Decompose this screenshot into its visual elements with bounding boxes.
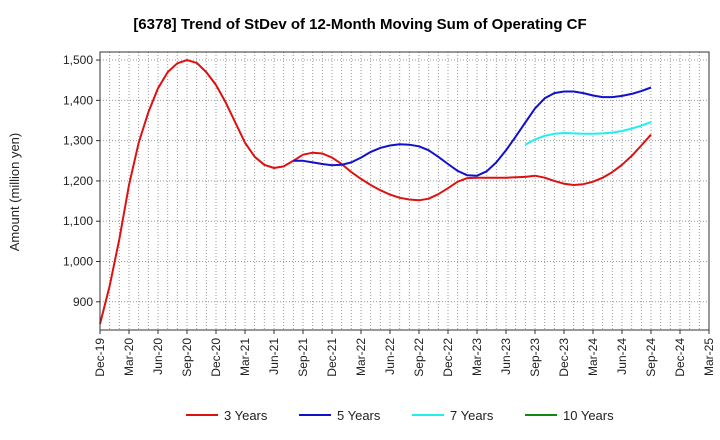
x-tick-label: Mar-23 [470, 338, 484, 376]
x-tick-label: Mar-22 [354, 338, 368, 376]
y-tick-label: 1,000 [63, 255, 93, 269]
x-axis-ticks: Dec-19 Mar-20 Jun-20 Sep-20 Dec-20 Mar-21 Jun-… [93, 330, 716, 377]
x-tick-label: Jun-21 [267, 338, 281, 375]
legend-label-7-years: 7 Years [450, 408, 494, 423]
legend: 3 Years 5 Years 7 Years 10 Years [186, 408, 614, 423]
y-tick-label: 1,500 [63, 53, 93, 67]
x-tick-label: Sep-23 [528, 338, 542, 377]
y-tick-label: 1,100 [63, 214, 93, 228]
x-tick-label: Jun-22 [383, 338, 397, 375]
chart-title: [6378] Trend of StDev of 12-Month Moving… [133, 16, 586, 33]
x-tick-label: Jun-20 [151, 338, 165, 375]
legend-label-10-years: 10 Years [563, 408, 614, 423]
x-tick-label: Sep-21 [296, 338, 310, 377]
legend-label-5-years: 5 Years [337, 408, 381, 423]
x-tick-label: Mar-25 [702, 338, 716, 376]
x-tick-label: Mar-24 [586, 338, 600, 376]
x-tick-label: Mar-20 [122, 338, 136, 376]
x-tick-label: Dec-19 [93, 338, 107, 377]
series-line-5-years [293, 86, 652, 177]
y-tick-label: 1,400 [63, 93, 93, 107]
x-tick-label: Sep-24 [644, 338, 658, 377]
y-tick-label: 900 [73, 295, 93, 309]
plot-area-frame [99, 51, 710, 331]
series-line-3-years [99, 59, 652, 325]
y-axis-label: Amount (million yen) [7, 133, 22, 252]
x-tick-label: Sep-20 [180, 338, 194, 377]
x-tick-label: Dec-23 [557, 338, 571, 377]
series-lines [99, 59, 652, 325]
y-tick-label: 1,200 [63, 174, 93, 188]
grid [99, 52, 710, 330]
y-tick-label: 1,300 [63, 134, 93, 148]
series-line-7-years [524, 121, 652, 146]
x-tick-label: Mar-21 [238, 338, 252, 376]
x-tick-label: Sep-22 [412, 338, 426, 377]
x-tick-label: Jun-24 [615, 338, 629, 375]
x-tick-label: Dec-22 [441, 338, 455, 377]
x-tick-label: Dec-21 [325, 338, 339, 377]
x-tick-label: Dec-20 [209, 338, 223, 377]
x-tick-label: Jun-23 [499, 338, 513, 375]
x-tick-label: Dec-24 [673, 338, 687, 377]
y-axis-ticks: 900 1,000 1,100 1,200 1,300 1,400 1,500 [63, 53, 100, 309]
legend-label-3-years: 3 Years [224, 408, 268, 423]
